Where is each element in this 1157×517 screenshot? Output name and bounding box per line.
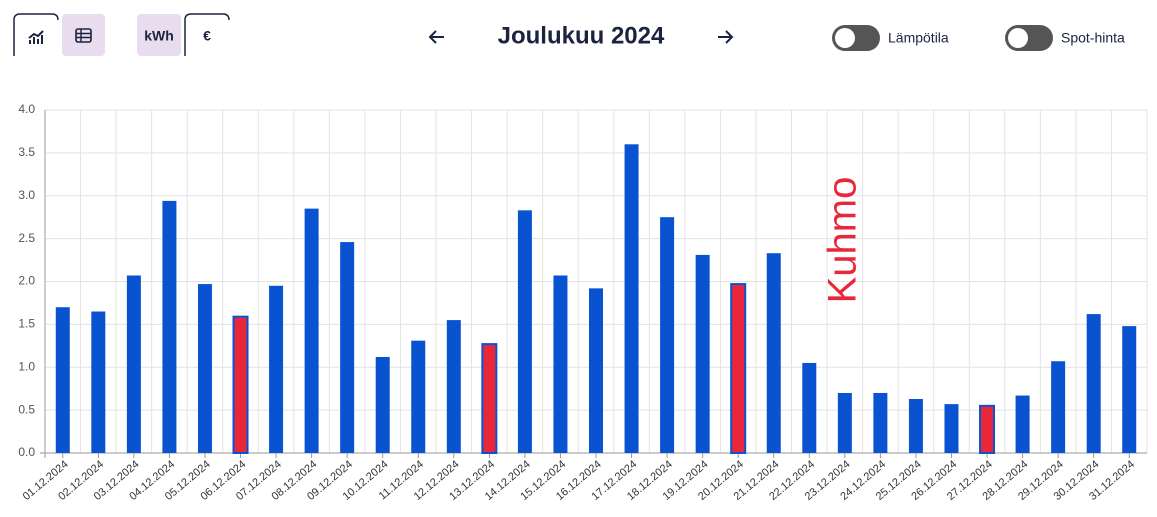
month-title: Joulukuu 2024 [498, 22, 665, 49]
table-icon [75, 28, 92, 43]
y-tick-label: 1.5 [18, 317, 35, 331]
toggle-label: Spot-hinta [1061, 30, 1125, 46]
y-tick-label: 3.5 [18, 145, 35, 159]
bar [197, 284, 212, 453]
bar [908, 398, 923, 453]
chart-view-button[interactable] [13, 13, 59, 56]
bar [91, 311, 106, 453]
chart-icon [28, 30, 44, 44]
bar [766, 253, 781, 453]
prev-month-arrow[interactable] [428, 30, 444, 44]
bar [730, 283, 747, 455]
bar [1086, 314, 1101, 453]
bar [553, 275, 568, 453]
bar [589, 288, 603, 453]
bar [1051, 361, 1066, 453]
bar [944, 404, 959, 453]
bar [517, 210, 532, 453]
y-tick-label: 0.0 [18, 445, 35, 459]
bar [837, 392, 852, 453]
toggle-label: Lämpötila [888, 30, 949, 46]
bar [55, 307, 70, 453]
bar [340, 242, 355, 453]
bar [232, 315, 249, 454]
table-icon [76, 29, 91, 42]
bar [873, 392, 888, 453]
kwh-button[interactable] [137, 14, 181, 56]
toolbar: kWh € Joulukuu 2024 Lämpötila Spot-hinta [13, 13, 1125, 56]
y-tick-label: 2.0 [18, 274, 35, 288]
y-tick-label: 1.0 [18, 359, 35, 373]
bar [269, 285, 284, 453]
bar [1122, 326, 1137, 453]
bar [695, 254, 710, 453]
annotation: Kuhmo [821, 177, 865, 304]
toggle-knob [1008, 28, 1028, 48]
euro-button[interactable] [184, 13, 230, 56]
bar [162, 200, 177, 453]
button-label: kWh [144, 28, 174, 44]
bar [126, 275, 141, 453]
bar [304, 208, 319, 453]
next-month-arrow[interactable] [718, 30, 734, 44]
bar [375, 356, 390, 453]
table-view-button[interactable] [62, 14, 105, 56]
bar [979, 404, 996, 454]
y-tick-label: 2.5 [18, 231, 35, 245]
bar [660, 217, 675, 453]
y-tick-label: 3.0 [18, 188, 35, 202]
toggle-knob [835, 28, 855, 48]
bar [411, 340, 426, 453]
bar [446, 320, 461, 453]
bar [1015, 395, 1030, 453]
y-tick-label: 0.5 [18, 402, 35, 416]
y-tick-label: 4.0 [18, 102, 35, 116]
chart: 0.00.51.01.52.02.53.03.54.001.12.202402.… [18, 102, 1148, 503]
bar [481, 343, 498, 454]
button-label: € [203, 28, 211, 44]
bar [802, 362, 817, 453]
bar [624, 144, 639, 454]
